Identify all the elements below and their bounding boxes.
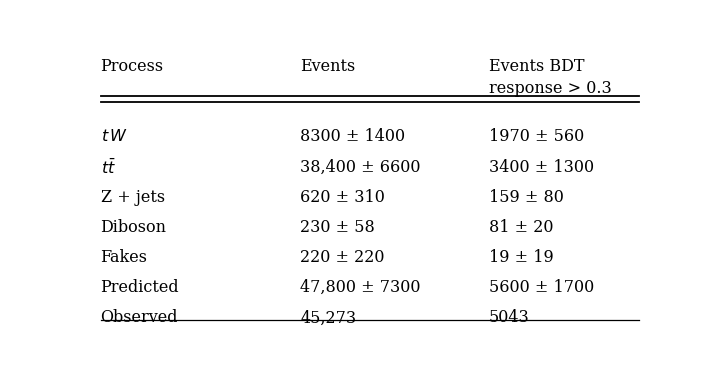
Text: 5043: 5043: [489, 309, 530, 326]
Text: Events: Events: [301, 58, 356, 75]
Text: Diboson: Diboson: [100, 219, 167, 236]
Text: 230 ± 58: 230 ± 58: [301, 219, 375, 236]
Text: 620 ± 310: 620 ± 310: [301, 189, 385, 206]
Text: Predicted: Predicted: [100, 279, 179, 296]
Text: 38,400 ± 6600: 38,400 ± 6600: [301, 158, 421, 176]
Text: 1970 ± 560: 1970 ± 560: [489, 128, 584, 145]
Text: 159 ± 80: 159 ± 80: [489, 189, 564, 206]
Text: 8300 ± 1400: 8300 ± 1400: [301, 128, 405, 145]
Text: 5600 ± 1700: 5600 ± 1700: [489, 279, 594, 296]
Text: 45,273: 45,273: [301, 309, 357, 326]
Text: Process: Process: [100, 58, 164, 75]
Text: Events BDT
response > 0.3: Events BDT response > 0.3: [489, 58, 611, 97]
Text: Observed: Observed: [100, 309, 178, 326]
Text: 19 ± 19: 19 ± 19: [489, 249, 553, 266]
Text: 220 ± 220: 220 ± 220: [301, 249, 385, 266]
Text: 47,800 ± 7300: 47,800 ± 7300: [301, 279, 421, 296]
Text: $t\,W$: $t\,W$: [100, 128, 127, 145]
Text: 81 ± 20: 81 ± 20: [489, 219, 553, 236]
Text: $t\bar{t}$: $t\bar{t}$: [100, 158, 116, 178]
Text: 3400 ± 1300: 3400 ± 1300: [489, 158, 594, 176]
Text: Fakes: Fakes: [100, 249, 147, 266]
Text: Z + jets: Z + jets: [100, 189, 165, 206]
